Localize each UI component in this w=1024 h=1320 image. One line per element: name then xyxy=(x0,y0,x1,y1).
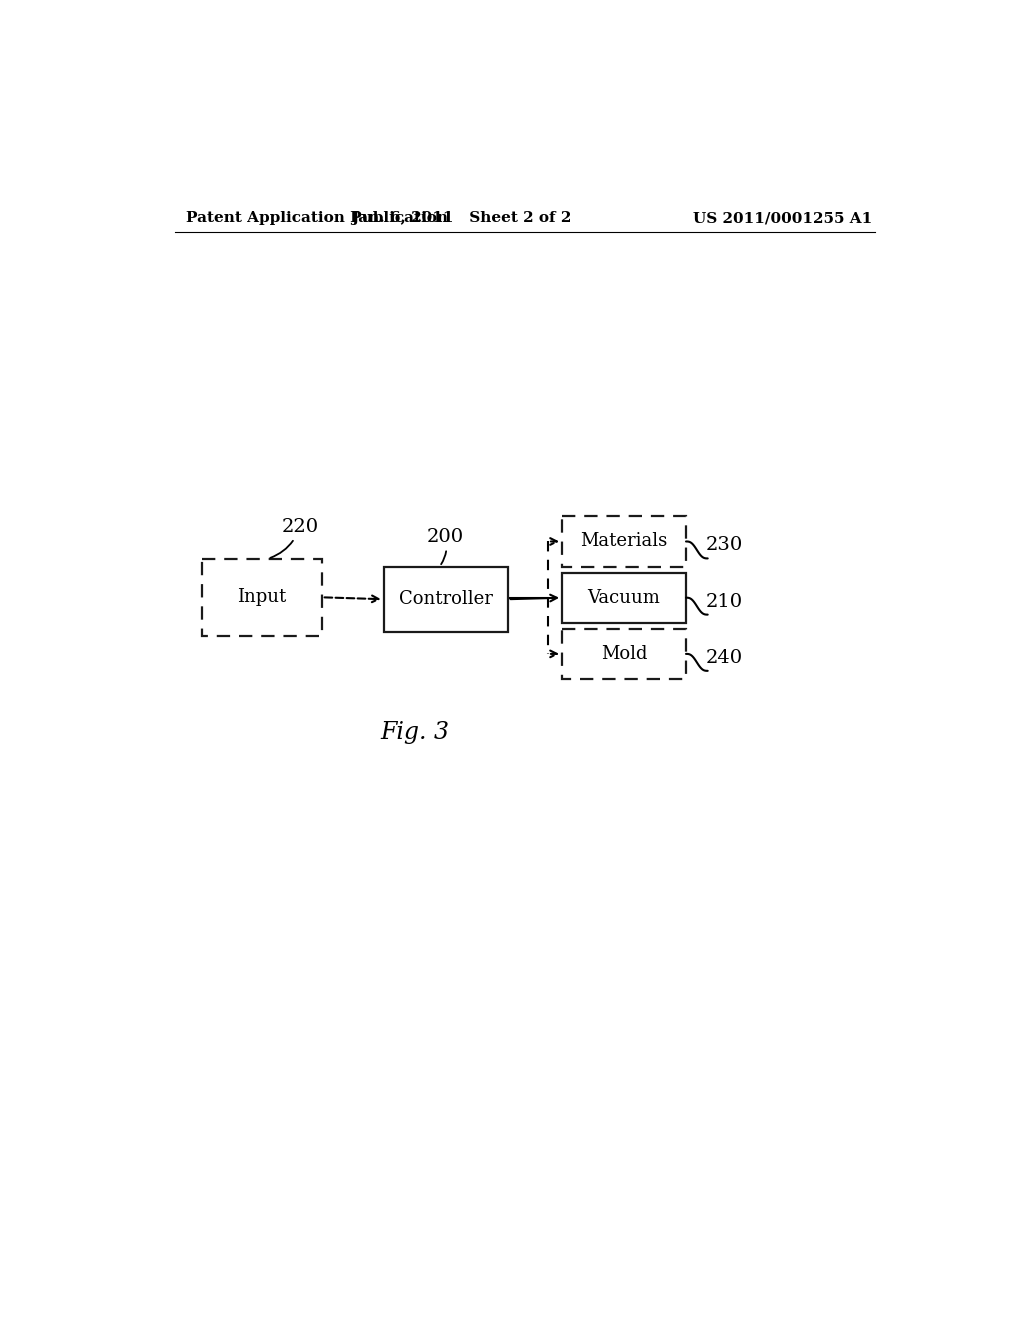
Bar xyxy=(562,573,686,623)
Text: Input: Input xyxy=(238,589,287,606)
Text: 230: 230 xyxy=(706,536,742,554)
Text: US 2011/0001255 A1: US 2011/0001255 A1 xyxy=(693,211,872,226)
Text: 210: 210 xyxy=(706,593,742,611)
Text: 240: 240 xyxy=(706,649,742,667)
Text: Materials: Materials xyxy=(581,532,668,550)
Text: 200: 200 xyxy=(426,528,464,564)
Text: Jan. 6, 2011   Sheet 2 of 2: Jan. 6, 2011 Sheet 2 of 2 xyxy=(351,211,571,226)
Bar xyxy=(202,558,322,636)
Bar xyxy=(562,628,686,678)
Text: Fig. 3: Fig. 3 xyxy=(380,721,450,743)
Text: Controller: Controller xyxy=(398,590,493,609)
Bar xyxy=(562,516,686,566)
Text: Patent Application Publication: Patent Application Publication xyxy=(186,211,449,226)
Text: 220: 220 xyxy=(270,517,318,558)
Text: Mold: Mold xyxy=(601,645,647,663)
Text: Vacuum: Vacuum xyxy=(588,589,660,607)
Bar xyxy=(384,566,508,632)
